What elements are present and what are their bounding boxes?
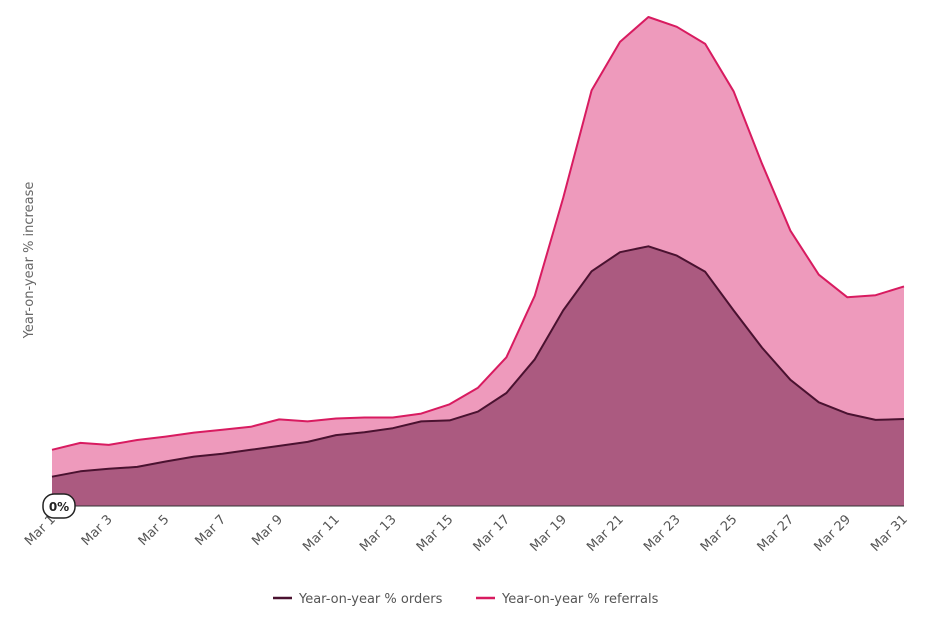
x-tick-label: Mar 15	[414, 512, 457, 555]
x-tick-label: Mar 29	[811, 512, 854, 555]
x-tick-label: Mar 5	[136, 512, 173, 549]
areas-layer	[52, 17, 904, 507]
x-tick-label: Mar 13	[357, 512, 400, 555]
y-axis-title: Year-on-year % increase	[22, 182, 37, 340]
x-tick-label: Mar 3	[79, 512, 116, 549]
x-tick-label: Mar 21	[584, 512, 627, 555]
x-tick-label: Mar 11	[300, 512, 343, 555]
x-tick-label: Mar 9	[249, 512, 286, 549]
x-tick-label: Mar 27	[755, 512, 798, 555]
x-tick-label: Mar 7	[193, 512, 230, 549]
x-tick-label: Mar 23	[641, 512, 684, 555]
zero-baseline-badge	[42, 493, 76, 519]
area-orders	[52, 246, 904, 507]
x-tick-labels: Mar 1 Mar 3 Mar 5 Mar 7 Mar 9 Mar 11 Mar 13 Mar…	[22, 512, 911, 555]
legend-label-referrals: Year-on-year % referrals	[501, 592, 659, 607]
x-tick-label: Mar 31	[868, 512, 911, 555]
x-tick-label: Mar 17	[471, 512, 514, 555]
zero-baseline-marker: 0%	[42, 493, 76, 519]
x-tick-label: Mar 25	[698, 512, 741, 555]
line-orders	[51, 245, 905, 478]
lines-layer	[51, 16, 905, 478]
x-tick-label: Mar 19	[527, 512, 570, 555]
legend-label-orders: Year-on-year % orders	[298, 592, 443, 607]
line-referrals	[51, 16, 905, 451]
zero-baseline-label: 0%	[49, 500, 69, 514]
legend: Year-on-year % orders Year-on-year % ref…	[273, 592, 659, 607]
